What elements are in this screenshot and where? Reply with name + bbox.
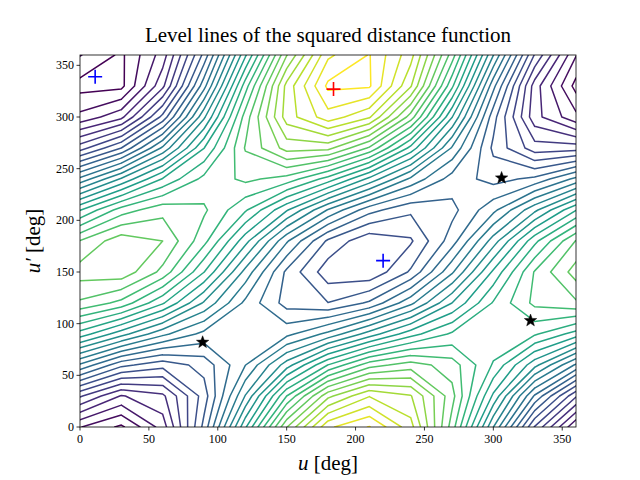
y-tick — [77, 427, 81, 428]
plus-marker — [88, 70, 102, 84]
level-line — [266, 55, 434, 427]
y-tick-label: 0 — [68, 420, 74, 434]
level-line — [80, 55, 576, 427]
level-line — [80, 55, 576, 427]
x-tick — [286, 427, 287, 431]
level-line — [80, 55, 576, 427]
level-line — [315, 55, 386, 427]
x-tick — [493, 427, 494, 431]
plus-marker — [327, 82, 341, 96]
y-tick — [77, 375, 81, 376]
y-tick-label: 200 — [56, 213, 74, 227]
star-marker — [495, 171, 507, 183]
level-line — [80, 55, 576, 427]
x-tick — [424, 427, 425, 431]
y-tick-label: 150 — [56, 265, 74, 279]
x-tick — [355, 427, 356, 431]
level-line — [274, 55, 427, 427]
y-tick — [77, 220, 81, 221]
level-line — [80, 55, 576, 427]
x-tick — [217, 427, 218, 431]
level-line — [80, 55, 576, 427]
level-line — [80, 55, 576, 427]
x-tick-label: 250 — [415, 432, 433, 446]
y-tick — [77, 168, 81, 169]
y-tick — [77, 117, 81, 118]
x-tick-label: 50 — [143, 432, 155, 446]
level-line — [326, 55, 371, 427]
label-symbol: u′ — [21, 258, 45, 274]
star-marker — [196, 336, 208, 348]
label-symbol: u — [298, 451, 309, 475]
y-tick-label: 50 — [62, 368, 74, 382]
y-tick-label: 300 — [56, 110, 74, 124]
y-tick — [77, 272, 81, 273]
chart: 0 50 100 150 200 250 300 350 0 50 100 150 200 250 300 3… — [0, 0, 640, 480]
level-line — [80, 55, 576, 427]
x-tick-label: 150 — [278, 432, 296, 446]
x-tick — [562, 427, 563, 431]
plot-frame — [80, 55, 576, 427]
label-unit: [deg] — [308, 451, 358, 475]
level-line — [304, 55, 401, 427]
y-tick — [77, 323, 81, 324]
y-tick-label: 250 — [56, 162, 74, 176]
plot-marks — [80, 55, 576, 427]
level-line — [80, 55, 576, 427]
star-marker — [524, 314, 536, 326]
level-line — [80, 55, 576, 427]
x-tick-label: 100 — [209, 432, 227, 446]
level-line — [80, 55, 576, 427]
y-axis-label: u′ [deg] — [21, 209, 45, 274]
level-line — [294, 55, 414, 427]
level-line — [80, 55, 576, 427]
x-tick-label: 300 — [484, 432, 502, 446]
level-line — [80, 55, 576, 427]
level-line — [80, 55, 576, 427]
level-line — [80, 55, 576, 427]
level-line — [80, 55, 576, 427]
level-line — [80, 55, 576, 427]
x-tick — [80, 427, 81, 431]
y-tick — [77, 65, 81, 66]
x-axis-label: u [deg] — [298, 451, 358, 475]
x-tick-label: 200 — [347, 432, 365, 446]
y-tick-label: 350 — [56, 58, 74, 72]
title: Level lines of the squared distance func… — [145, 23, 512, 47]
x-tick — [148, 427, 149, 431]
level-line — [80, 55, 576, 427]
y-tick-label: 100 — [56, 317, 74, 331]
x-tick-label: 0 — [77, 432, 83, 446]
plus-marker — [376, 254, 390, 268]
background — [0, 0, 640, 480]
level-line — [80, 55, 576, 427]
level-line — [283, 55, 421, 427]
level-line — [80, 55, 576, 427]
label-unit: [deg] — [21, 209, 45, 259]
x-tick-label: 350 — [553, 432, 571, 446]
level-line — [80, 55, 576, 427]
level-line — [80, 55, 576, 427]
level-line — [80, 55, 576, 427]
